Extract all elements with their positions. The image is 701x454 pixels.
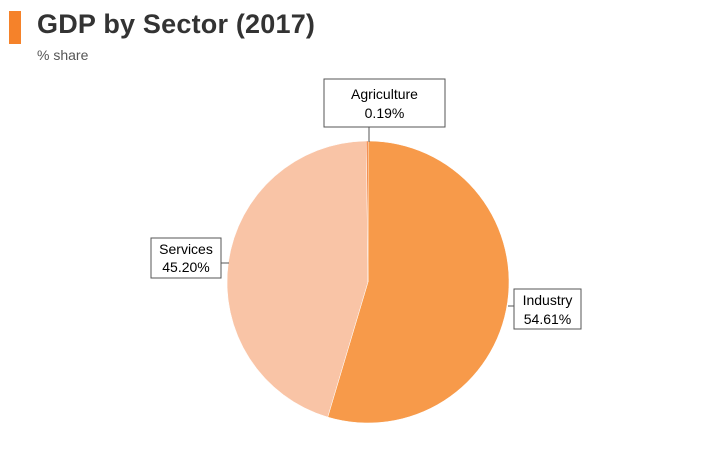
pie-slices — [226, 140, 510, 424]
slice-value-label-industry: 54.61% — [524, 311, 571, 327]
callout-industry: Industry 54.61% — [508, 288, 582, 330]
title-accent-bar — [9, 11, 21, 44]
slice-name-label-agriculture: Agriculture — [351, 86, 418, 102]
pie-slice-agriculture — [366, 140, 369, 283]
callout-services: Services 45.20% — [150, 237, 229, 279]
callout-agriculture-box — [323, 78, 446, 128]
slice-name-label-industry: Industry — [523, 292, 573, 308]
callout-agriculture: Agriculture 0.19% — [323, 78, 446, 142]
chart-subtitle: % share — [37, 47, 89, 63]
pie-slice-services — [226, 140, 369, 418]
callout-industry-box — [513, 288, 582, 330]
callout-services-box — [150, 237, 222, 279]
chart-title: GDP by Sector (2017) — [37, 9, 316, 39]
pie-slice-industry — [327, 140, 510, 424]
slice-name-label-services: Services — [159, 241, 213, 257]
slice-value-label-services: 45.20% — [162, 259, 209, 275]
slice-value-label-agriculture: 0.19% — [365, 105, 405, 121]
